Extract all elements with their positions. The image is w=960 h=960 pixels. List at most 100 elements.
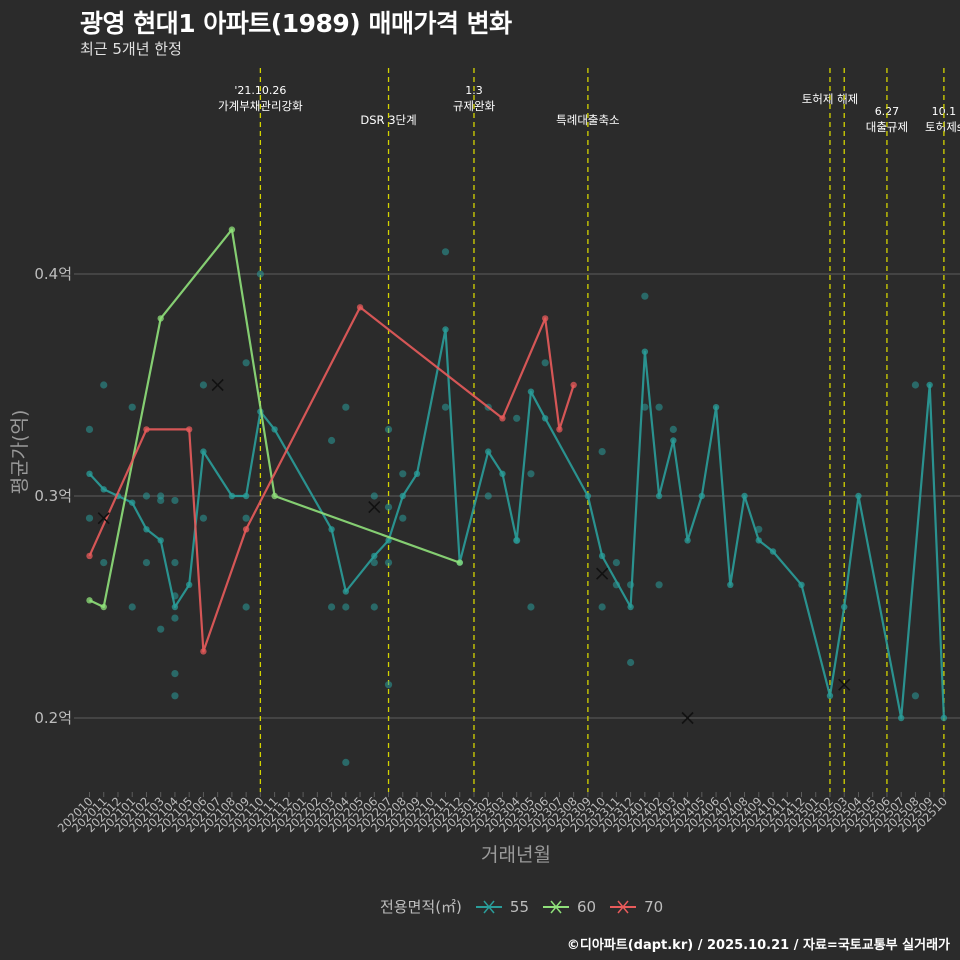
- cross-marker: [211, 378, 224, 392]
- series-point-55: [242, 492, 250, 500]
- series-point-55: [541, 415, 549, 422]
- scatter-point: [384, 425, 393, 433]
- series-point-55: [627, 603, 634, 611]
- scatter-point: [171, 614, 179, 622]
- y-tick-label: 0.4억: [34, 265, 72, 283]
- series-point-55: [513, 537, 520, 544]
- series-lines: [86, 226, 948, 722]
- legend-key-55-icon: [475, 900, 502, 913]
- y-axis-label: 평균가(억): [9, 410, 31, 495]
- scatter-point: [157, 625, 165, 633]
- legend-item-55: 55: [474, 897, 529, 917]
- scatter-point: [85, 425, 94, 433]
- scatter-point: [256, 270, 264, 278]
- series-point-55: [841, 603, 848, 611]
- scatter-point: [128, 603, 136, 611]
- series-point-70: [185, 426, 193, 433]
- legend-label-55: 55: [509, 897, 529, 916]
- series-point-55: [940, 714, 948, 722]
- series-line-55: [88, 328, 945, 720]
- scatter-point: [612, 559, 620, 567]
- scatter-point: [441, 403, 450, 411]
- scatter-point: [171, 496, 179, 505]
- series-point-55: [712, 404, 720, 411]
- scatter-point: [441, 248, 450, 256]
- scatter-point: [370, 603, 378, 611]
- series-point-55: [271, 426, 278, 433]
- scatter-point: [370, 559, 378, 567]
- cross-marker: [368, 501, 381, 514]
- series-point-55: [698, 492, 706, 500]
- event-date-label: 10.1: [932, 105, 957, 118]
- legend-key-70-icon: [610, 900, 637, 913]
- scatter-point: [142, 559, 151, 567]
- series-point-55: [727, 581, 734, 588]
- scatter-point: [641, 292, 649, 300]
- scatter-point: [242, 359, 250, 367]
- series-point-55: [413, 470, 421, 477]
- event-date-label: 6.27: [875, 105, 900, 118]
- cross-marker: [596, 567, 609, 580]
- scatter-points: [85, 248, 920, 767]
- series-point-60: [157, 315, 164, 322]
- cross-stroke: [97, 512, 110, 525]
- y-tick-label: 0.2억: [34, 709, 72, 727]
- scatter-point: [327, 436, 336, 445]
- y-tick-label: 0.3억: [34, 487, 72, 505]
- scatter-point: [342, 758, 350, 767]
- scatter-point: [669, 425, 677, 433]
- series-point-55: [826, 692, 834, 699]
- series-line-70: [88, 306, 575, 653]
- scatter-point: [171, 692, 179, 700]
- chart-subtitle: 최근 5개년 한정: [80, 40, 182, 58]
- series-point-55: [755, 537, 762, 544]
- cross-marker: [97, 512, 110, 525]
- scatter-point: [627, 658, 635, 667]
- scatter-point: [199, 381, 208, 389]
- scatter-point: [342, 603, 350, 611]
- scatter-point: [911, 692, 920, 700]
- series-point-55: [855, 492, 862, 500]
- scatter-point: [541, 359, 549, 367]
- scatter-point: [484, 492, 492, 500]
- series-point-70: [570, 381, 577, 389]
- series-point-70: [143, 426, 150, 433]
- series-point-55: [185, 581, 193, 588]
- series-point-55: [798, 581, 805, 588]
- series-point-55: [741, 492, 748, 500]
- series-point-55: [157, 537, 164, 544]
- scatter-point: [527, 603, 535, 611]
- event-vlines: [259, 68, 945, 792]
- event-label: 특례대출축소: [556, 113, 619, 127]
- scatter-point: [242, 603, 250, 611]
- series-point-55: [328, 526, 335, 533]
- series-point-55: [371, 552, 378, 560]
- scatter-point: [399, 514, 407, 522]
- scatter-point: [655, 403, 663, 411]
- cross-marker: [838, 678, 851, 691]
- series-point-55: [684, 537, 691, 544]
- cross-stroke: [838, 678, 851, 691]
- series-point-55: [86, 470, 93, 477]
- event-label: 토허제s: [925, 120, 960, 134]
- legend: 전용면적(㎡) 55 60 70: [380, 896, 669, 917]
- series-point-60: [86, 597, 93, 604]
- series-point-55: [385, 537, 392, 544]
- scatter-point: [142, 492, 151, 500]
- series-line-60: [89, 228, 461, 609]
- scatter-point: [370, 492, 378, 500]
- scatter-point: [384, 681, 393, 689]
- series-point-70: [86, 552, 93, 560]
- cross-stroke: [368, 501, 381, 514]
- legend-item-60: 60: [541, 897, 596, 917]
- scatter-point: [157, 496, 165, 505]
- series-point-55: [129, 499, 136, 506]
- scatter-point: [342, 403, 350, 411]
- scatter-point: [199, 514, 208, 522]
- series-point-55: [527, 388, 535, 395]
- series-point-55: [342, 588, 350, 595]
- scatter-point: [384, 559, 393, 567]
- series-point-60: [456, 559, 463, 566]
- series-point-55: [100, 486, 107, 493]
- scatter-point: [327, 603, 336, 611]
